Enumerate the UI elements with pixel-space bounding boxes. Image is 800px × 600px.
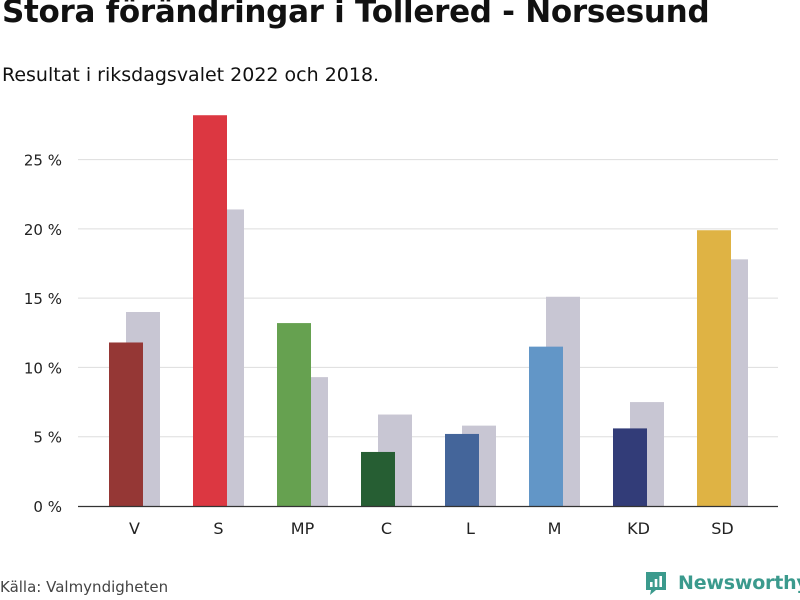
chart-title: Stora förändringar i Tollered - Norsesun… xyxy=(2,0,710,30)
brand: Newsworthy xyxy=(644,568,800,598)
y-tick-label: 10 % xyxy=(24,359,62,377)
x-tick-label: SD xyxy=(711,519,733,538)
bar-2022-sd xyxy=(697,230,731,506)
x-tick-label: MP xyxy=(291,519,315,538)
x-tick-label: V xyxy=(129,519,140,538)
bar-2022-l xyxy=(445,433,479,506)
y-tick-label: 5 % xyxy=(33,429,62,447)
bar-2022-v xyxy=(109,342,143,506)
bar-2022-s xyxy=(193,115,227,506)
newsworthy-logo-icon xyxy=(646,572,666,595)
bar-2022-c xyxy=(361,451,395,506)
y-tick-label: 20 % xyxy=(24,221,62,239)
x-tick-label: C xyxy=(381,519,392,538)
bar-2022-mp xyxy=(277,323,311,506)
chart-subtitle: Resultat i riksdagsvalet 2022 och 2018. xyxy=(2,64,380,86)
brand-name: Newsworthy xyxy=(678,572,800,594)
bar-2022-m xyxy=(529,346,563,506)
x-axis-ticks: V S MP C L M KD SD xyxy=(129,519,734,538)
y-axis-ticks: 0 % 5 % 10 % 15 % 20 % 25 % xyxy=(24,152,62,516)
x-tick-label: M xyxy=(548,519,562,538)
x-tick-label: L xyxy=(466,519,475,538)
grid-lines xyxy=(78,159,778,438)
bars xyxy=(109,115,748,506)
source-note: Källa: Valmyndigheten xyxy=(0,578,169,596)
y-tick-label: 0 % xyxy=(33,498,62,516)
x-tick-label: KD xyxy=(627,519,650,538)
bar-2022-kd xyxy=(613,428,647,506)
x-tick-label: S xyxy=(213,519,223,538)
y-tick-label: 15 % xyxy=(24,290,62,308)
y-tick-label: 25 % xyxy=(24,152,62,170)
